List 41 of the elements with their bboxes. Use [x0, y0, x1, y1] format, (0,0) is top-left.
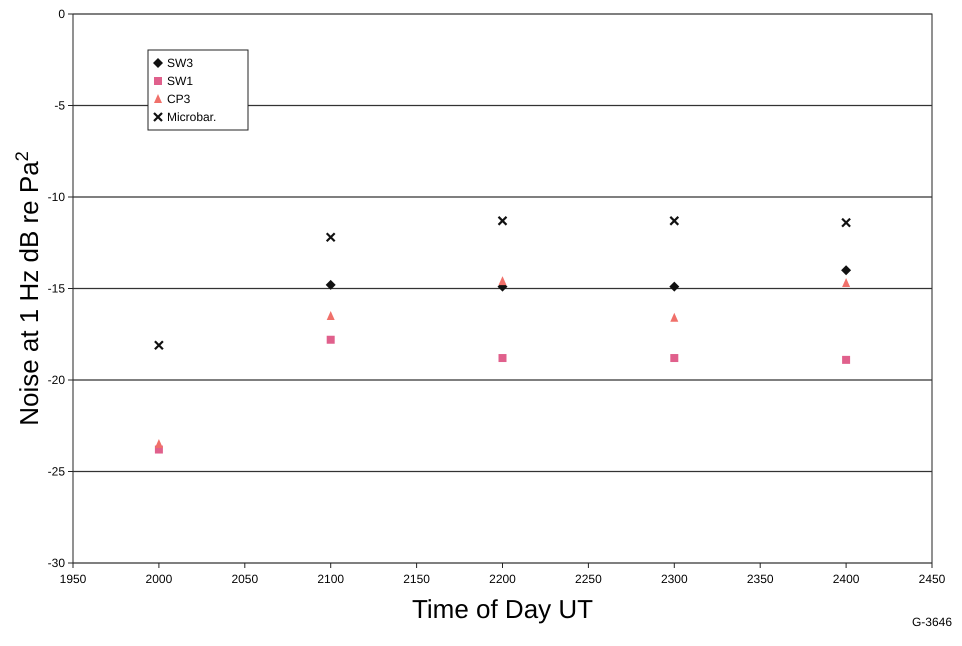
y-tick-label: 0 — [58, 7, 66, 22]
x-tick-label: 2350 — [746, 572, 774, 586]
point — [669, 282, 680, 292]
legend-label: SW3 — [167, 56, 194, 70]
y-tick-label: -15 — [48, 282, 66, 296]
x-tick-label: 1950 — [60, 572, 87, 586]
y-tick-label: -10 — [48, 190, 66, 204]
point — [841, 265, 852, 276]
point — [326, 280, 336, 290]
point — [326, 310, 335, 320]
point — [842, 356, 850, 364]
legend-label: Microbar. — [167, 110, 216, 124]
point — [498, 276, 506, 286]
y-tick-label: -5 — [54, 98, 66, 113]
point — [670, 312, 678, 322]
point — [497, 216, 508, 226]
point — [326, 336, 335, 344]
y-tick-label: -25 — [48, 464, 66, 479]
point — [669, 216, 680, 226]
point — [154, 340, 164, 350]
x-tick-label: 2200 — [489, 572, 516, 586]
point — [670, 354, 678, 362]
point — [842, 278, 850, 288]
x-tick-label: 2250 — [575, 572, 602, 586]
x-tick-label: 2300 — [660, 572, 688, 586]
point — [841, 218, 852, 228]
point — [326, 232, 336, 242]
x-tick-label: 2100 — [317, 572, 344, 586]
x-tick-label: 2400 — [832, 572, 860, 586]
y-tick-label: -20 — [48, 373, 66, 388]
y-tick-label: -30 — [48, 556, 66, 570]
point — [498, 354, 506, 362]
legend-label: SW1 — [167, 74, 194, 88]
legend-label: CP3 — [167, 92, 191, 106]
text: G-3646 — [912, 615, 952, 629]
x-tick-label: 2450 — [918, 572, 946, 586]
point — [154, 439, 163, 448]
x-tick-label: 2000 — [146, 572, 173, 586]
x-tick-label: 2150 — [403, 572, 430, 586]
x-axis-title: Time of Day UT — [412, 594, 594, 624]
x-tick-label: 2050 — [231, 572, 258, 586]
